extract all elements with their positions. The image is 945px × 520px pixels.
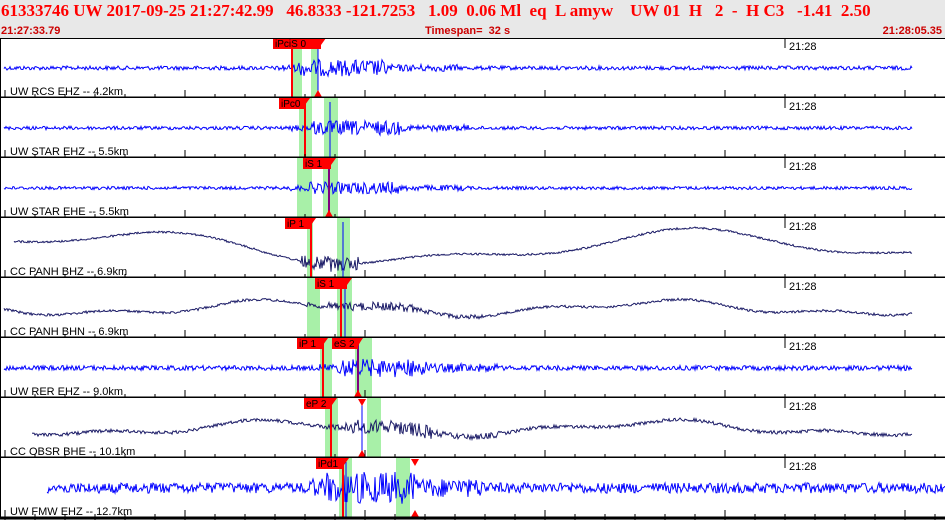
- waveform-trace: [3, 58, 913, 78]
- pick-label: iS 1: [317, 279, 335, 290]
- pick-window: [355, 338, 372, 398]
- channel-label: CC OBSR BHE -- 10.1km: [10, 446, 135, 458]
- channel-panel[interactable]: iPd1 21:28 UW FMW EHZ -- 12.7km: [0, 458, 945, 520]
- pick-window: [367, 398, 381, 458]
- channel-label: UW RER EHZ -- 9.0km: [10, 386, 123, 398]
- pick-flag[interactable]: eP 2: [304, 398, 337, 410]
- pick-window: [323, 158, 338, 218]
- channel-label: UW FMW EHZ -- 12.7km: [10, 506, 132, 518]
- arrival-marker-icon: [314, 39, 322, 46]
- pick-flag[interactable]: iPc0: [279, 98, 310, 110]
- time-tick-label: 21:28: [789, 221, 817, 233]
- arrival-marker-icon: [314, 90, 322, 97]
- time-tick-label: 21:28: [789, 161, 817, 173]
- pick-window: [307, 278, 320, 338]
- waveform-trace: [3, 180, 913, 195]
- time-tick-label: 21:28: [789, 101, 817, 113]
- arrival-marker-icon: [354, 390, 362, 397]
- arrival-marker-icon: [325, 210, 333, 217]
- channel-panel[interactable]: iPc0 21:28 UW STAR EHZ -- 5.5km: [0, 98, 945, 166]
- pick-flag[interactable]: iPd1: [316, 458, 349, 470]
- pick-label: iPciS 0: [275, 39, 307, 50]
- pick-label: iP 1: [287, 219, 304, 230]
- waveform-trace: [31, 417, 913, 442]
- end-time-label: 21:28:05.35: [882, 25, 942, 37]
- event-summary-title: 61333746 UW 2017-09-25 21:27:42.99 46.83…: [1, 1, 871, 20]
- channel-label: CC PANH BHN -- 6.9km: [10, 326, 128, 338]
- pick-window: [311, 38, 318, 98]
- pick-label: eS 2: [334, 339, 355, 350]
- pick-window: [291, 38, 302, 98]
- channel-panel[interactable]: eP 2 21:28 CC OBSR BHE -- 10.1km: [0, 398, 945, 466]
- pick-label: iP 1: [299, 339, 316, 350]
- start-time-label: 21:27:33.79: [1, 25, 61, 37]
- waveform-trace: [13, 226, 913, 272]
- channel-label: CC PANH BHZ -- 6.9km: [10, 266, 127, 278]
- arrival-marker-icon: [325, 159, 333, 166]
- pick-label: iPc0: [281, 99, 301, 110]
- channel-panel[interactable]: iP 1 eS 2 21:28 UW RER EHZ -- 9.0km: [0, 338, 945, 406]
- pick-window: [324, 98, 338, 158]
- arrival-marker-icon: [358, 399, 366, 406]
- pick-flag[interactable]: iPciS 0: [273, 38, 326, 50]
- seismogram-panels[interactable]: iPciS 0 21:28 UW RCS EHZ -- 4.2km iPc0 21:28…: [0, 38, 945, 520]
- time-tick-label: 21:28: [789, 461, 817, 473]
- arrival-marker-icon: [354, 339, 362, 346]
- pick-label: iS 1: [305, 159, 323, 170]
- waveform-trace: [3, 118, 913, 137]
- time-tick-label: 21:28: [789, 341, 817, 353]
- time-tick-label: 21:28: [789, 401, 817, 413]
- pick-label: eP 2: [306, 399, 327, 410]
- pick-window: [297, 158, 312, 218]
- channel-label: UW RCS EHZ -- 4.2km: [10, 86, 123, 98]
- pick-flag[interactable]: iP 1: [297, 338, 328, 350]
- channel-panel[interactable]: iS 1 21:28 CC PANH BHN -- 6.9km: [0, 278, 945, 346]
- pick-window: [396, 458, 410, 518]
- channel-panel[interactable]: iS 1 21:28 UW STAR EHE -- 5.5km: [0, 158, 945, 226]
- event-header: 61333746 UW 2017-09-25 21:27:42.99 46.83…: [0, 0, 945, 40]
- timespan-label: Timespan= 32 s: [425, 25, 511, 37]
- arrival-marker-icon: [411, 510, 419, 517]
- channel-label: UW STAR EHE -- 5.5km: [10, 206, 129, 218]
- waveform-trace: [3, 358, 913, 378]
- waveform-trace: [46, 471, 945, 504]
- waveform-trace: [3, 297, 913, 320]
- arrival-marker-icon: [358, 450, 366, 457]
- channel-panel[interactable]: iP 1 21:28 CC PANH BHZ -- 6.9km: [0, 218, 945, 286]
- channel-label: UW STAR EHZ -- 5.5km: [10, 146, 128, 158]
- pick-label: iPd1: [318, 459, 338, 470]
- pick-flag[interactable]: iS 1: [315, 278, 352, 290]
- arrival-marker-icon: [411, 459, 419, 466]
- channel-panel[interactable]: iPciS 0 21:28 UW RCS EHZ -- 4.2km: [0, 38, 945, 106]
- time-tick-label: 21:28: [789, 281, 817, 293]
- pick-flag[interactable]: iP 1: [285, 218, 316, 230]
- time-tick-label: 21:28: [789, 41, 817, 53]
